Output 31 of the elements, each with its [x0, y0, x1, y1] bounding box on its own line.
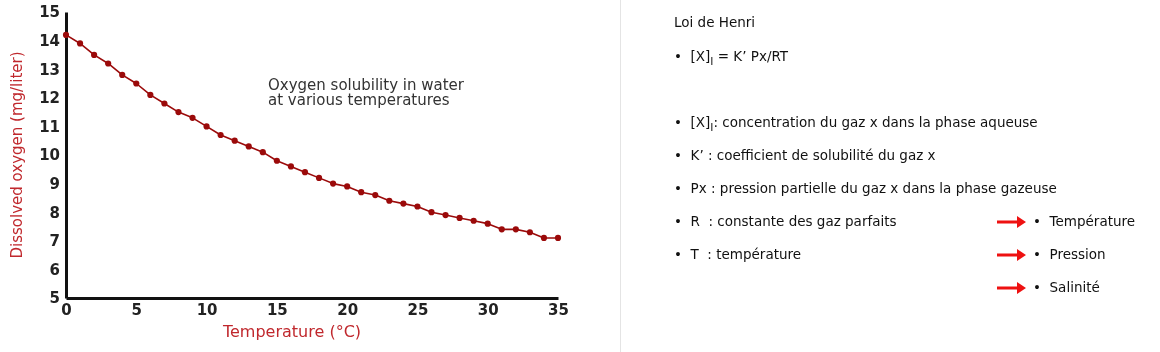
x-axis-title: Temperature (°C)	[221, 322, 362, 341]
text: • Température	[1033, 213, 1136, 229]
text: • R : constante des gaz parfaits	[674, 213, 897, 229]
text: • T : température	[674, 246, 802, 262]
y-tick-label: 6	[49, 260, 60, 279]
y-tick-label: 7	[49, 232, 60, 251]
x-tick-label: 30	[477, 300, 499, 319]
x-tick-label: 20	[337, 300, 359, 319]
y-tick-label: 13	[39, 60, 60, 79]
y-tick-label: 9	[49, 174, 60, 193]
y-tick-label: 11	[39, 117, 60, 136]
text: • Salinité	[1033, 279, 1100, 295]
x-tick-label: 5	[131, 300, 142, 319]
y-tick-label: 8	[49, 203, 60, 222]
y-tick-label: 15	[39, 3, 60, 22]
x-tick-label: 35	[548, 300, 569, 319]
y-axis-title: Dissolved oxygen (mg/liter)	[8, 51, 26, 259]
text: • Px : pression partielle du gaz x dans la phase gazeuse	[674, 180, 1057, 196]
text: Loi de Henri	[674, 14, 756, 30]
text: • Pression	[1033, 246, 1106, 262]
x-tick-label: 10	[196, 300, 218, 319]
y-tick-label: 12	[39, 89, 60, 108]
text: • [X]$_{l}$ = K’ Px/RT	[674, 48, 789, 68]
x-tick-label: 25	[407, 300, 429, 319]
y-tick-label: 14	[39, 31, 60, 50]
text: • [X]$_{l}$: concentration du gaz x dans la phase aqueuse	[674, 114, 1038, 134]
x-tick-label: 15	[266, 300, 288, 319]
annotation: Oxygen solubility in water at various temperatures	[268, 76, 465, 109]
y-tick-label: 10	[39, 146, 60, 165]
x-tick-label: 0	[61, 300, 72, 319]
text: • K’ : coefficient de solubilité du gaz x	[674, 147, 936, 163]
